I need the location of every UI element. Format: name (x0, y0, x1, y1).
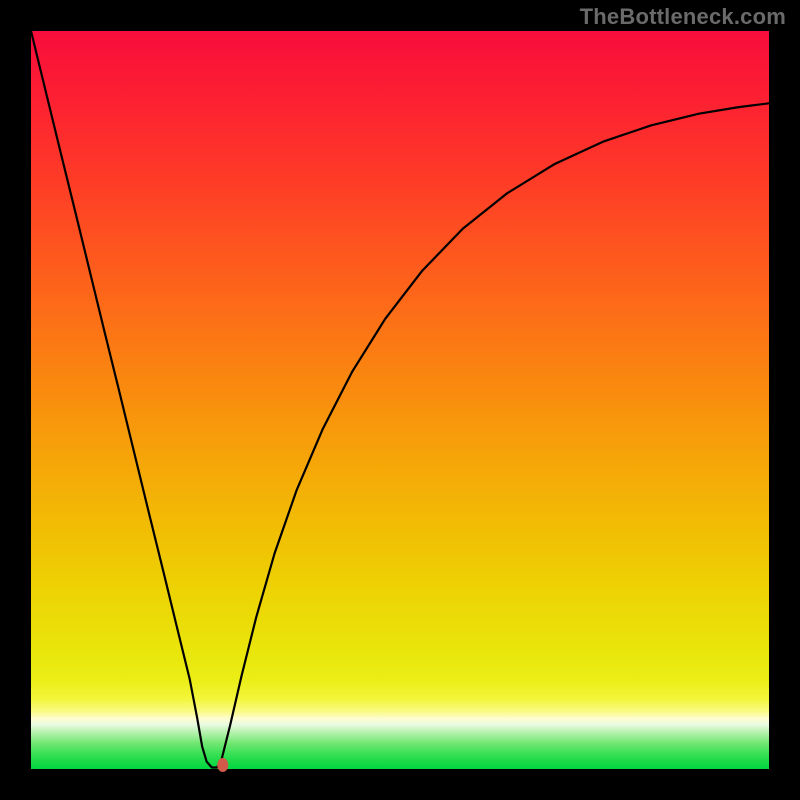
bottleneck-curve-path (31, 31, 769, 768)
watermark-text: TheBottleneck.com (580, 4, 786, 30)
bottleneck-curve-svg (31, 31, 769, 769)
optimum-marker (217, 758, 228, 772)
chart-frame: TheBottleneck.com (0, 0, 800, 800)
plot-area (31, 31, 769, 769)
